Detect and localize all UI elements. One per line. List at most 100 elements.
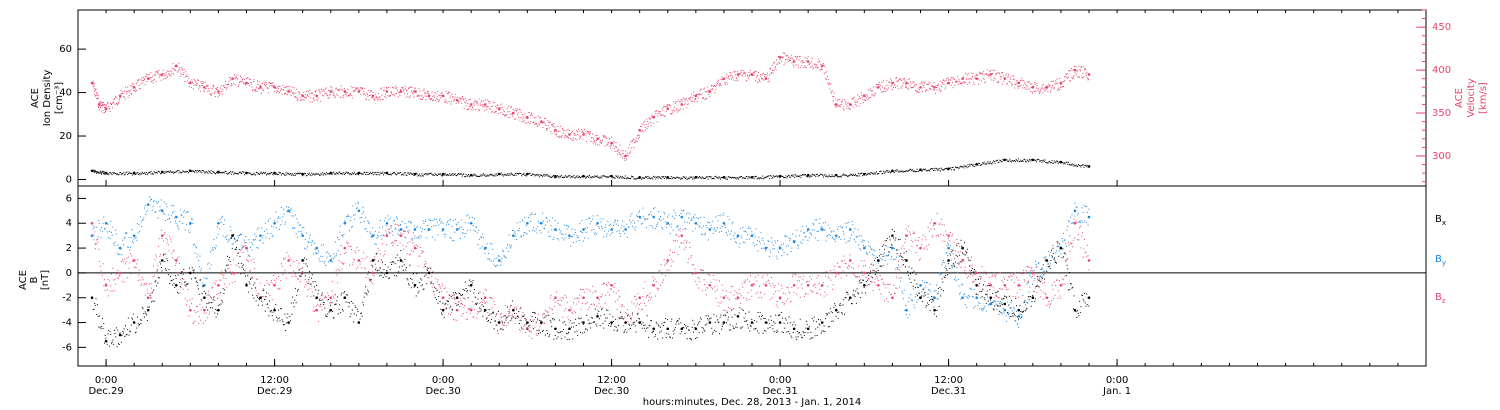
series-velocity-dot bbox=[253, 79, 255, 81]
series-density-dot bbox=[283, 174, 285, 176]
series-density-dot bbox=[423, 173, 425, 175]
series-by-dot bbox=[448, 219, 450, 221]
series-velocity-dot bbox=[377, 97, 379, 99]
series-by-dot bbox=[202, 272, 204, 274]
series-velocity-dot bbox=[346, 92, 348, 94]
series-density-dot bbox=[173, 172, 175, 174]
series-velocity-dot bbox=[379, 99, 381, 101]
series-density-dot bbox=[1074, 165, 1076, 167]
series-bz-dot bbox=[258, 294, 260, 296]
series-velocity-dot bbox=[730, 78, 732, 80]
series-bz-dot bbox=[146, 289, 148, 291]
series-velocity-dot bbox=[734, 70, 736, 72]
series-velocity-dot bbox=[221, 93, 223, 95]
series-density-dot bbox=[1011, 160, 1013, 162]
series-by-dot bbox=[370, 235, 372, 237]
series-velocity-dot bbox=[927, 89, 929, 91]
series-velocity-dot bbox=[811, 58, 813, 60]
series-by-dot bbox=[483, 236, 485, 238]
series-velocity-dot bbox=[639, 136, 641, 138]
series-density-dot bbox=[875, 172, 877, 174]
series-density-dot bbox=[645, 176, 647, 178]
series-velocity-dot bbox=[735, 77, 737, 79]
series-velocity-dot bbox=[720, 85, 722, 87]
series-by-dot bbox=[96, 226, 98, 228]
series-density-dot bbox=[453, 174, 455, 176]
series-by-dot bbox=[1042, 270, 1044, 272]
series-by-dot bbox=[250, 242, 252, 244]
series-bz-dot bbox=[131, 255, 133, 257]
series-velocity-dot bbox=[247, 83, 249, 85]
series-density-dot bbox=[865, 172, 867, 174]
series-bz-dot bbox=[169, 235, 171, 237]
series-density-dot bbox=[461, 173, 463, 175]
series-density-dot bbox=[755, 175, 757, 177]
series-by-dot bbox=[785, 245, 787, 247]
series-velocity-dot bbox=[137, 80, 139, 82]
series-by-dot bbox=[580, 231, 582, 233]
series-by-dot bbox=[958, 285, 960, 287]
series-bz-dot bbox=[224, 270, 226, 272]
series-velocity-dot bbox=[921, 81, 923, 83]
series-density-dot bbox=[381, 173, 383, 175]
series-velocity-dot bbox=[878, 81, 880, 83]
series-by-dot bbox=[1043, 257, 1045, 259]
series-by-dot bbox=[400, 224, 402, 226]
series-velocity-dot bbox=[908, 78, 910, 80]
series-by-dot bbox=[149, 200, 151, 202]
series-density-dot bbox=[272, 174, 274, 176]
series-density-dot bbox=[539, 176, 541, 178]
series-density-dot bbox=[239, 171, 241, 173]
series-velocity-dot bbox=[179, 69, 181, 71]
series-density-dot bbox=[983, 161, 985, 163]
series-by-dot bbox=[607, 220, 609, 222]
series-velocity-dot bbox=[116, 102, 118, 104]
series-by-dot bbox=[299, 225, 301, 227]
series-density-dot bbox=[709, 176, 711, 178]
series-velocity-dot bbox=[954, 79, 956, 81]
series-velocity-dot bbox=[398, 91, 400, 93]
series-bz-dot bbox=[143, 283, 145, 285]
series-density-dot bbox=[601, 177, 603, 179]
series-by-dot bbox=[194, 252, 196, 254]
series-velocity-dot bbox=[116, 103, 118, 105]
series-velocity-dot bbox=[93, 86, 95, 88]
series-velocity-dot bbox=[215, 87, 217, 89]
series-velocity-dot bbox=[93, 87, 95, 89]
series-by-point-31 bbox=[526, 221, 529, 225]
series-density-dot bbox=[842, 174, 844, 176]
series-by-dot bbox=[109, 238, 111, 240]
series-velocity-dot bbox=[474, 99, 476, 101]
series-density-dot bbox=[606, 176, 608, 178]
series-velocity-dot bbox=[584, 128, 586, 130]
series-by-dot bbox=[399, 224, 401, 226]
series-density-dot bbox=[404, 172, 406, 174]
series-density-dot bbox=[379, 172, 381, 174]
series-density-dot bbox=[191, 170, 193, 172]
series-bz-dot bbox=[266, 302, 268, 304]
series-velocity-dot bbox=[618, 152, 620, 154]
series-by-dot bbox=[613, 222, 615, 224]
series-density-dot bbox=[207, 172, 209, 174]
series-density-dot bbox=[284, 174, 286, 176]
series-by-dot bbox=[267, 221, 269, 223]
series-by-dot bbox=[977, 305, 979, 307]
series-velocity-dot bbox=[1008, 81, 1010, 83]
series-by-dot bbox=[552, 238, 554, 240]
series-by-dot bbox=[1062, 240, 1064, 242]
series-by-dot bbox=[1081, 207, 1083, 209]
series-velocity-dot bbox=[909, 85, 911, 87]
series-velocity-point-58 bbox=[891, 81, 894, 85]
series-density-dot bbox=[351, 172, 353, 174]
series-density-dot bbox=[921, 170, 923, 172]
series-velocity-dot bbox=[125, 86, 127, 88]
series-density-dot bbox=[1044, 159, 1046, 161]
series-velocity-dot bbox=[535, 123, 537, 125]
series-by-dot bbox=[412, 239, 414, 241]
series-by-dot bbox=[394, 228, 396, 230]
series-density-dot bbox=[880, 170, 882, 172]
series-density-dot bbox=[159, 171, 161, 173]
series-velocity-dot bbox=[1032, 91, 1034, 93]
series-velocity-dot bbox=[831, 91, 833, 93]
series-velocity-dot bbox=[801, 65, 803, 67]
